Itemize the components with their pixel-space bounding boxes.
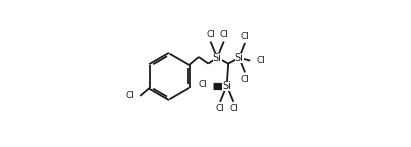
Text: Si: Si [235,53,244,63]
Text: Cl: Cl [241,32,250,41]
Text: Cl: Cl [241,75,250,83]
Text: Cl: Cl [256,56,266,65]
Text: Si: Si [222,81,231,91]
Text: Si: Si [213,53,222,63]
Text: Cl: Cl [229,104,238,113]
Text: Cl: Cl [215,104,224,113]
Text: Cl: Cl [206,30,215,39]
Text: Cl: Cl [219,30,228,39]
Text: Cl: Cl [126,91,135,100]
Text: Cl: Cl [199,80,207,89]
